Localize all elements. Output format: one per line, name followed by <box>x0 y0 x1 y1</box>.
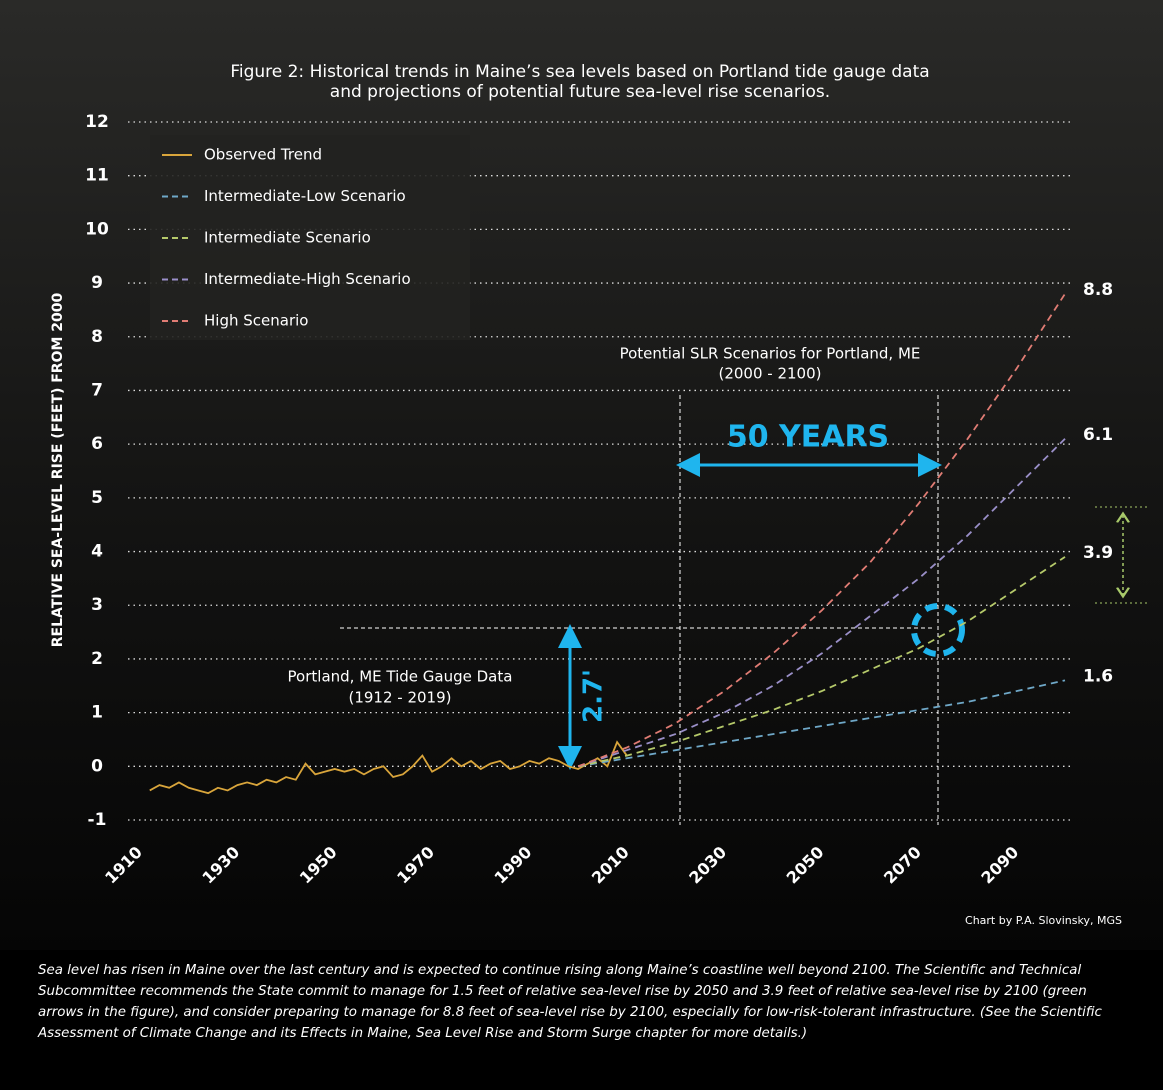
legend-label: Intermediate-High Scenario <box>204 270 411 288</box>
y-tick-label: 11 <box>85 166 109 186</box>
legend-label: Intermediate-Low Scenario <box>204 187 406 205</box>
annotation: 50 YEARS <box>727 420 889 455</box>
series-line <box>578 679 1066 768</box>
y-tick-label: 0 <box>91 756 103 776</box>
legend-background <box>150 135 470 340</box>
y-tick-label: 10 <box>85 219 109 239</box>
series-line <box>577 293 1066 768</box>
caption: Sea level has risen in Maine over the la… <box>38 963 1102 1041</box>
credit: Chart by P.A. Slovinsky, MGS <box>965 914 1122 927</box>
y-tick-label: 8 <box>91 327 103 347</box>
annotation: Portland, ME Tide Gauge Data <box>288 668 513 686</box>
y-tick-label: 7 <box>91 380 103 400</box>
end-label: 6.1 <box>1083 425 1113 445</box>
y-tick-label: 6 <box>91 434 103 454</box>
y-tick-label: 1 <box>91 703 103 723</box>
y-tick-label: 9 <box>91 273 103 293</box>
y-tick-label: 2 <box>91 649 103 669</box>
annotations <box>340 395 1150 825</box>
series-line <box>149 740 628 795</box>
y-axis-label: RELATIVE SEA-LEVEL RISE (FEET) FROM 2000 <box>50 293 66 648</box>
chart-title: Figure 2: Historical trends in Maine’s s… <box>230 62 929 82</box>
y-tick-label: 12 <box>85 112 109 132</box>
annotation: Potential SLR Scenarios for Portland, ME <box>620 345 921 363</box>
series-line <box>577 556 1066 768</box>
legend-label: Intermediate Scenario <box>204 229 371 247</box>
annotation: (1912 - 2019) <box>348 689 451 707</box>
legend-label: High Scenario <box>204 312 308 330</box>
y-tick-label: -1 <box>88 810 107 830</box>
chart-title: and projections of potential future sea-… <box>330 82 830 102</box>
end-label: 8.8 <box>1083 280 1113 300</box>
annotation: 2.7' <box>579 669 609 723</box>
annotation: (2000 - 2100) <box>718 365 821 383</box>
series-line <box>577 438 1066 768</box>
chart: Figure 2: Historical trends in Maine’s s… <box>0 0 1163 950</box>
y-tick-label: 4 <box>91 542 103 562</box>
legend-label: Observed Trend <box>204 146 322 164</box>
y-tick-label: 3 <box>91 595 103 615</box>
y-tick-label: 5 <box>91 488 103 508</box>
end-label: 3.9 <box>1083 543 1113 563</box>
highlight-circle <box>911 603 965 657</box>
end-label: 1.6 <box>1083 666 1113 686</box>
